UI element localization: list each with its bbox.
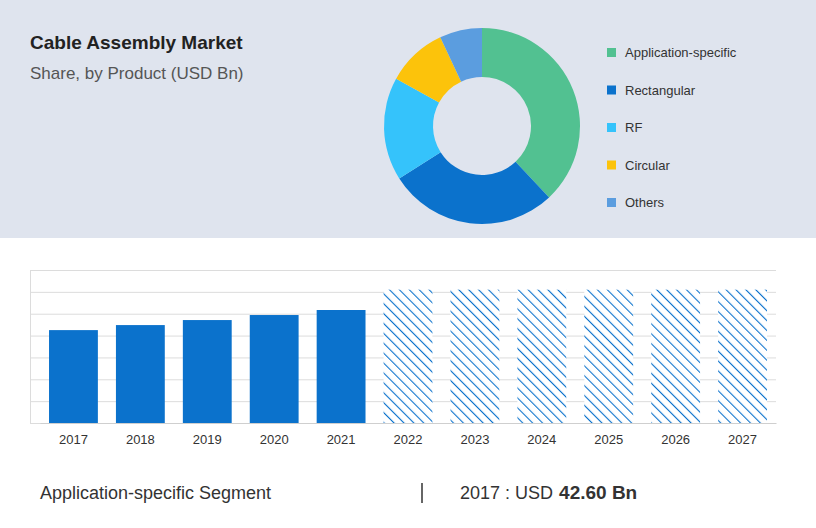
forecast-bar [450, 290, 499, 423]
x-tick-label: 2020 [260, 432, 289, 447]
footer-amount: 42.60 Bn [559, 482, 637, 503]
slice [440, 28, 482, 82]
legend-swatch [607, 123, 616, 132]
slice [482, 28, 580, 197]
legend-swatch [607, 161, 616, 170]
x-tick: 2019 [193, 423, 222, 447]
x-tick: 2022 [394, 423, 423, 447]
x-tick-label: 2023 [460, 432, 489, 447]
y-axis [30, 271, 776, 424]
bar [116, 325, 165, 423]
y-tick [30, 423, 776, 424]
chart-root: Cable Assembly Market Share, by Product (… [0, 0, 816, 528]
forecast-bar [718, 290, 767, 423]
legend-label: Circular [625, 158, 670, 173]
footer-divider [421, 483, 423, 503]
x-axis-line [41, 423, 777, 424]
x-tick: 2025 [594, 423, 623, 447]
chart-title: Cable Assembly Market [30, 32, 243, 53]
bar [183, 320, 232, 423]
y-axis-line [31, 271, 777, 424]
bar [49, 330, 98, 423]
x-tick-label: 2024 [527, 432, 556, 447]
x-tick-label: 2019 [193, 432, 222, 447]
x-tick-label: 2018 [126, 432, 155, 447]
legend-label: Others [625, 195, 665, 210]
legend-label: Application-specific [625, 45, 737, 60]
x-axis: 2017 2018 2019 2020 2021 2022 2023 2024 2025 2026… [41, 423, 777, 447]
legend-swatch [607, 48, 616, 57]
footer-segment: Application-specific Segment [40, 483, 271, 503]
bars [49, 290, 767, 423]
x-tick: 2018 [126, 423, 155, 447]
grid-line [30, 270, 776, 271]
forecast-bar [517, 290, 566, 423]
donut [384, 28, 580, 224]
footer-value: 2017 : USD 42.60 Bn [460, 482, 637, 503]
forecast-bar [584, 290, 633, 423]
x-tick: 2020 [260, 423, 289, 447]
bar [250, 315, 299, 423]
chart-subtitle: Share, by Product (USD Bn) [30, 64, 244, 83]
x-tick-label: 2026 [661, 432, 690, 447]
legend-label: Rectangular [625, 83, 696, 98]
x-tick: 2017 [59, 423, 88, 447]
forecast-bar [384, 290, 433, 423]
legend-swatch [607, 198, 616, 207]
footer-year: 2017 : USD [460, 483, 553, 503]
forecast-bar [651, 290, 700, 423]
legend-label: RF [625, 120, 642, 135]
x-tick-label: 2017 [59, 432, 88, 447]
legend: Application-specific Rectangular RF Circula… [607, 45, 737, 210]
legend-swatch [607, 86, 616, 95]
bar [317, 310, 366, 423]
y-tick [30, 270, 776, 271]
x-tick-label: 2025 [594, 432, 623, 447]
x-tick-label: 2021 [327, 432, 356, 447]
grid-line [30, 423, 776, 424]
x-tick: 2027 [728, 423, 757, 447]
x-tick: 2024 [527, 423, 556, 447]
x-tick: 2021 [327, 423, 356, 447]
x-tick: 2023 [460, 423, 489, 447]
x-tick-label: 2022 [394, 432, 423, 447]
x-tick: 2026 [661, 423, 690, 447]
header-background [0, 0, 816, 238]
x-tick-label: 2027 [728, 432, 757, 447]
